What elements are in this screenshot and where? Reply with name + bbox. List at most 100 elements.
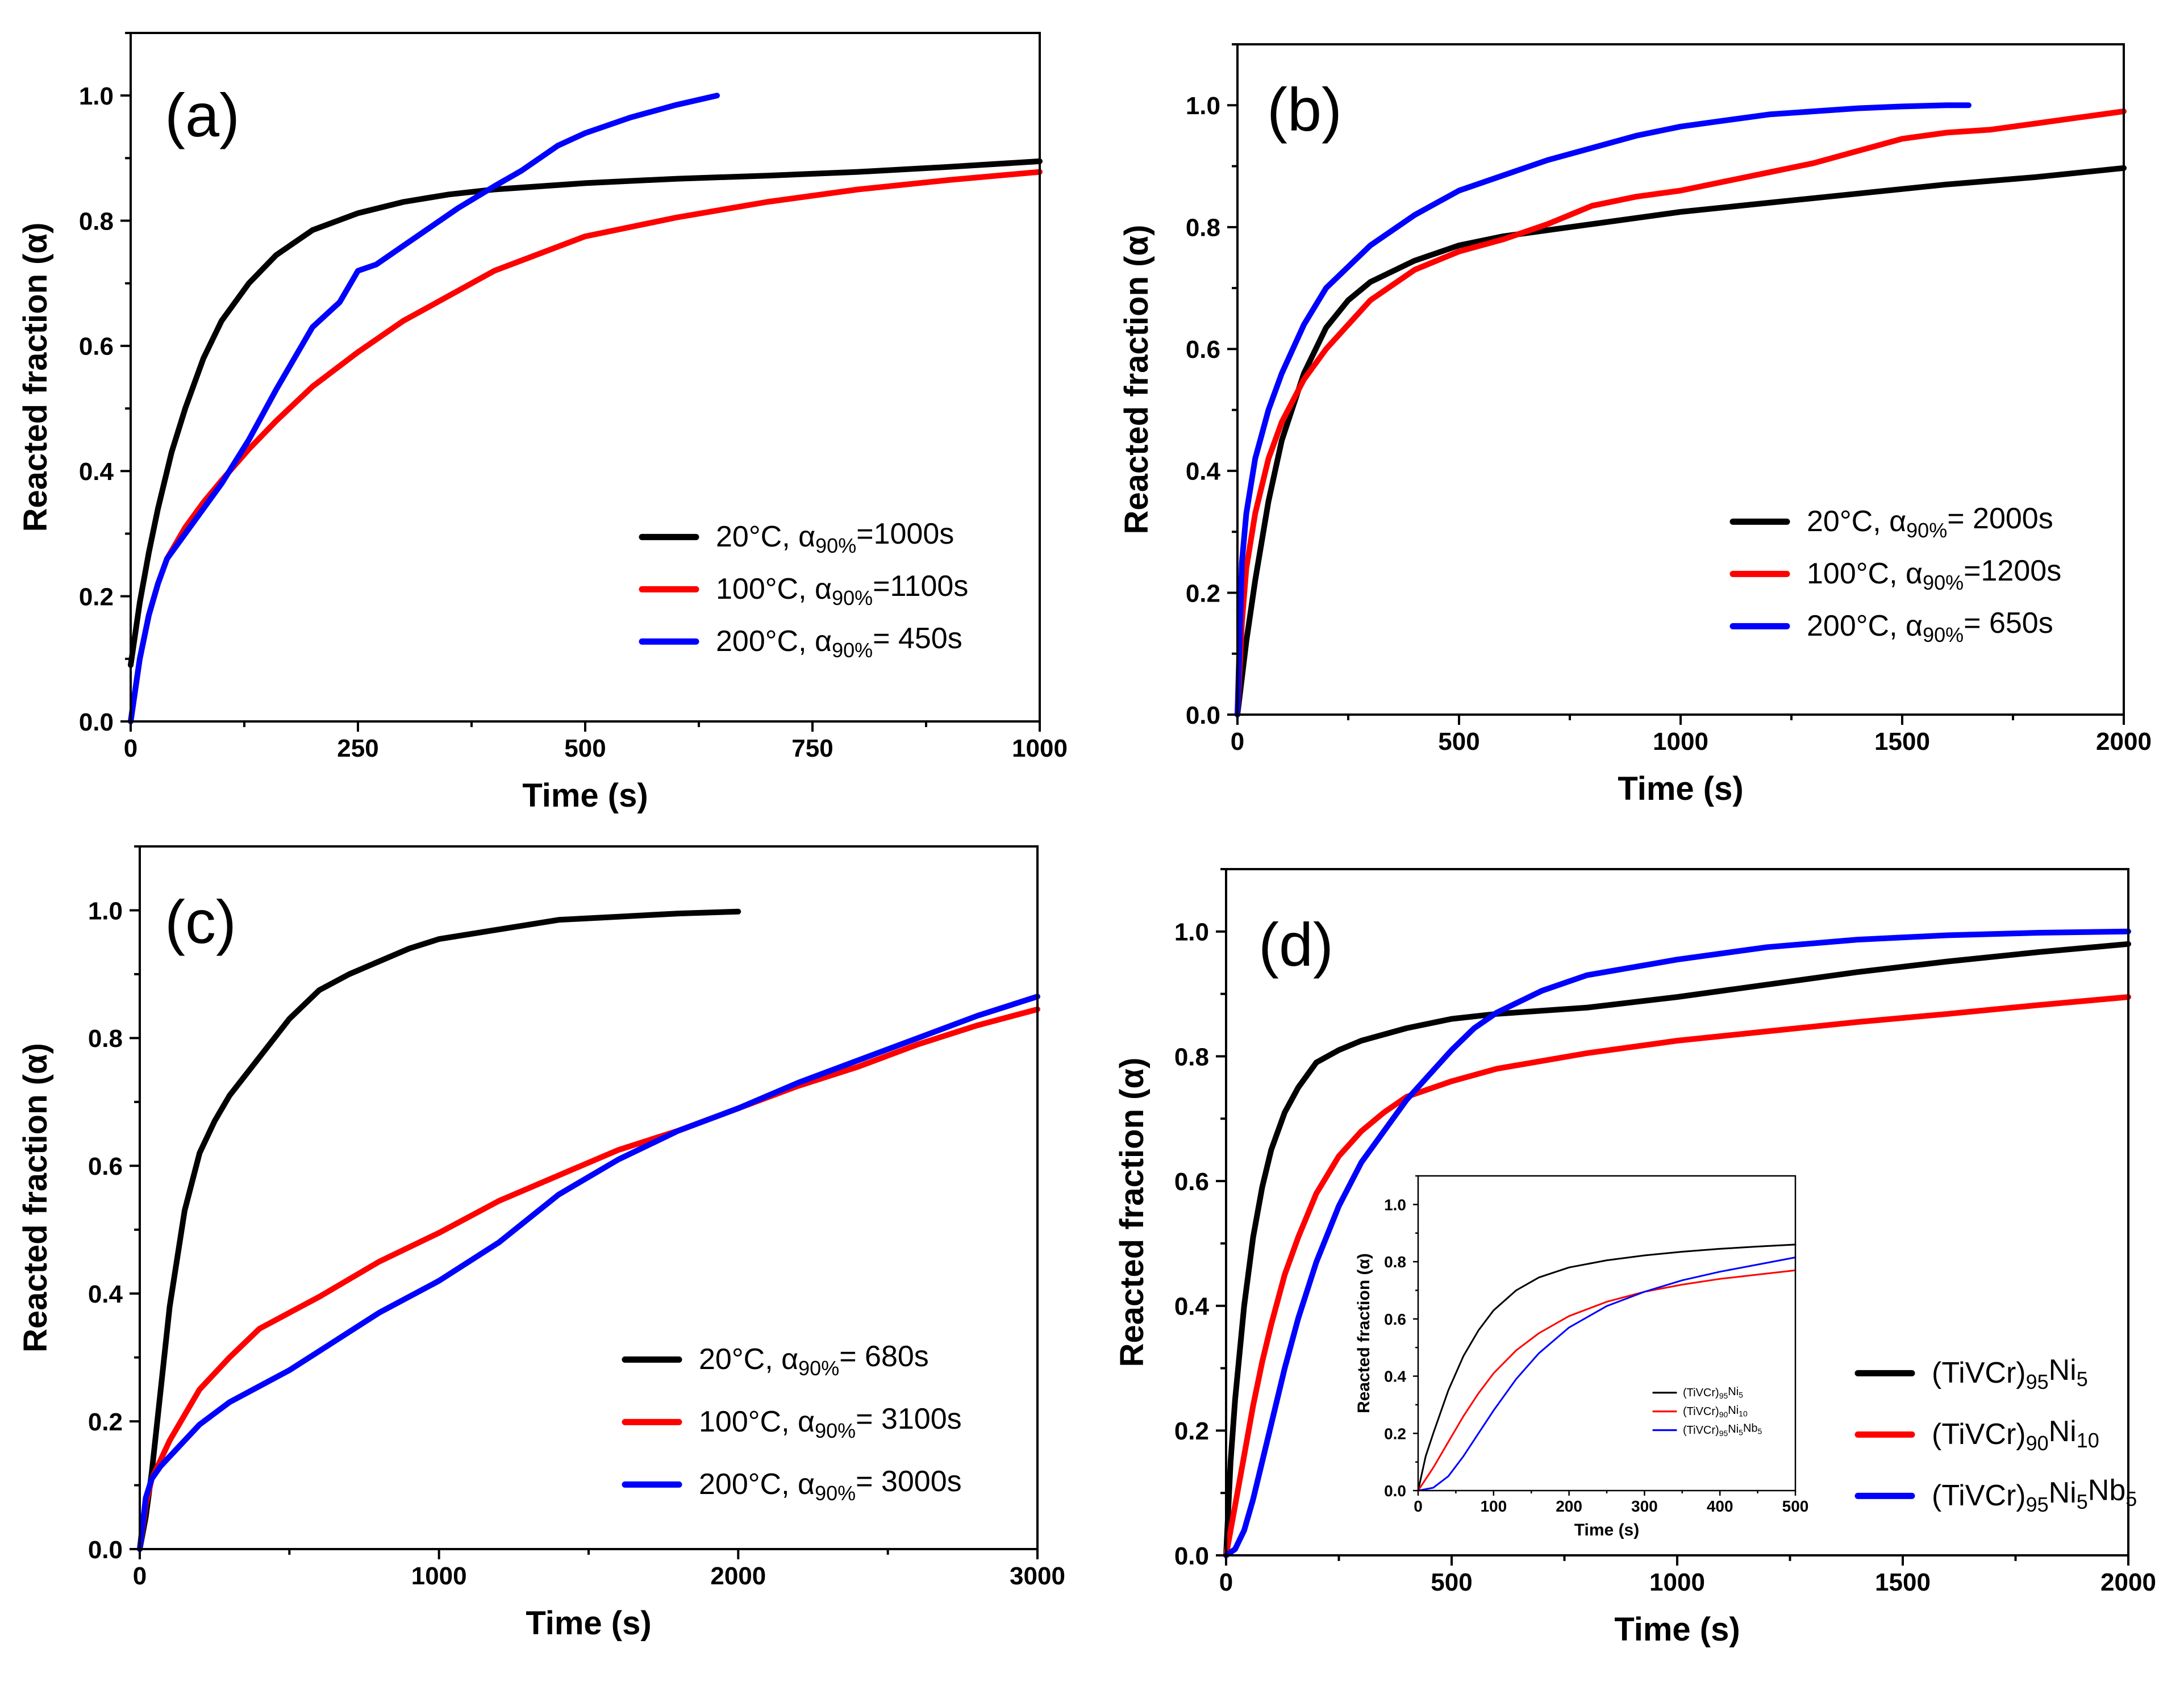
panel-c-x-tick-label: 1000 (411, 1562, 467, 1590)
panel-d-y-tick-label: 0.6 (1174, 1168, 1209, 1196)
inset-y-axis-title: Reacted fraction (α) (1354, 1253, 1373, 1413)
inset-y-tick-label: 0.8 (1384, 1253, 1406, 1271)
inset-y-tick-label: 0.0 (1384, 1482, 1406, 1500)
panel-a-x-axis-title: Time (s) (522, 777, 648, 814)
panel-a-y-tick-label: 0.8 (79, 207, 114, 235)
inset-x-tick-label: 500 (1782, 1497, 1809, 1515)
panel-c-y-tick-label: 0.2 (88, 1408, 123, 1436)
panel-b-y-tick-label: 0.2 (1186, 579, 1220, 607)
panel-b-x-axis-title: Time (s) (1618, 770, 1743, 807)
panel-b-label: (b) (1267, 75, 1342, 144)
panel-b-y-tick-label: 0.4 (1186, 458, 1221, 486)
inset-x-axis-title: Time (s) (1574, 1521, 1639, 1539)
panel-c-x-tick-label: 2000 (710, 1562, 766, 1590)
panel-d-y-tick-label: 0.2 (1174, 1417, 1209, 1445)
panel-b-y-tick-label: 1.0 (1186, 92, 1220, 120)
panel-b-series-line-3 (1235, 102, 1972, 717)
panel-d-y-axis-title: Reacted fraction (α) (1114, 1058, 1151, 1367)
panel-a-label: (a) (165, 81, 240, 149)
panel-d-y-tick-label: 1.0 (1174, 919, 1209, 946)
panel-a-y-tick-label: 0.4 (79, 458, 114, 486)
inset-y-tick-label: 0.4 (1384, 1368, 1406, 1385)
panel-b-legend-label: 100°C, α90%​=1200s (1807, 554, 2061, 594)
panel-a-legend-label: 20°C, α90%​=1000s (716, 518, 954, 557)
panel-a-y-tick-label: 1.0 (79, 82, 114, 110)
panel-d-x-tick-label: 1000 (1649, 1568, 1705, 1596)
inset-series-line-2 (1417, 1269, 1797, 1492)
inset-series-line-3 (1417, 1257, 1797, 1492)
panel-a-x-tick-label: 500 (564, 735, 606, 762)
panel-b-legend-label: 20°C, α90%​= 2000s (1807, 502, 2053, 542)
panel-c-legend-label: 20°C, α90%​= 680s (699, 1340, 929, 1380)
panel-c-y-axis-title: Reacted fraction (α) (17, 1043, 54, 1353)
panel-a-x-tick-label: 1000 (1012, 735, 1068, 762)
panel-d-legend-label: (TiVCr)95​Ni5​ (1932, 1354, 2088, 1393)
panel-c-x-tick-label: 3000 (1010, 1562, 1065, 1590)
panel-d-x-axis-title: Time (s) (1614, 1611, 1740, 1648)
panel-c-series-line-1 (137, 908, 741, 1552)
inset-x-tick-label: 200 (1556, 1497, 1582, 1515)
panel-d-series-line-2 (1223, 994, 2131, 1558)
panel-a: 0 250 500 750 1000 0.0 0.2 0.4 0.6 0.8 1.0 Time (s)… (17, 32, 1068, 814)
panel-d-x-tick-label: 500 (1431, 1568, 1472, 1596)
panel-b-x-tick-label: 500 (1438, 728, 1479, 756)
inset-y-tick-label: 0.6 (1384, 1311, 1406, 1328)
inset-legend-label: (TiVCr)95​Ni5​ (1683, 1385, 1743, 1400)
panel-b: 0 500 1000 1500 2000 0.0 0.2 0.4 0.6 0.8 1.0 Time (… (1118, 43, 2152, 807)
panel-d-legend-label: (TiVCr)90​Ni10​ (1932, 1415, 2099, 1455)
panel-a-y-axis-title: Reacted fraction (α) (17, 223, 54, 532)
panel-d-y-tick-label: 0.4 (1174, 1293, 1210, 1321)
panel-a-legend-label: 200°C, α90%​= 450s (716, 622, 962, 662)
panel-a-y-tick-label: 0.0 (79, 708, 114, 736)
panel-a-series-line-1 (128, 158, 1043, 668)
panel-b-y-axis-title: Reacted fraction (α) (1118, 225, 1155, 535)
panel-a-x-tick-label: 750 (791, 735, 833, 762)
panel-b-y-tick-label: 0.0 (1186, 702, 1220, 729)
panel-c: 0 1000 2000 3000 0.0 0.2 0.4 0.6 0.8 1.0 Time (s) R… (17, 845, 1065, 1642)
inset-x-tick-label: 100 (1480, 1497, 1507, 1515)
panel-c-y-tick-label: 0.4 (88, 1280, 123, 1308)
panel-c-legend-label: 200°C, α90%​= 3000s (699, 1465, 962, 1505)
panel-b-y-tick-label: 0.8 (1186, 214, 1220, 242)
panel-d-label: (d) (1258, 910, 1333, 979)
panel-a-x-tick-label: 250 (337, 735, 378, 762)
panel-a-y-tick-label: 0.6 (79, 333, 114, 361)
inset-legend-label: (TiVCr)95​Ni5​Nb5​ (1683, 1422, 1762, 1438)
inset-x-tick-label: 400 (1707, 1497, 1733, 1515)
panel-c-y-tick-label: 0.0 (88, 1536, 123, 1564)
panel-b-x-tick-label: 1500 (1874, 728, 1930, 756)
panel-c-plot-frame (139, 845, 1039, 1550)
panel-d-y-tick-label: 0.0 (1174, 1542, 1209, 1570)
panel-d-x-tick-label: 1500 (1875, 1568, 1931, 1596)
panel-c-x-axis-title: Time (s) (526, 1605, 651, 1642)
panel-c-y-tick-label: 1.0 (88, 897, 123, 925)
panel-a-y-tick-label: 0.2 (79, 583, 114, 611)
panel-d-series-line-3 (1223, 928, 2131, 1558)
panel-c-y-tick-label: 0.6 (88, 1153, 123, 1180)
panel-b-x-tick-label: 0 (1231, 728, 1244, 756)
panel-b-series-line-1 (1235, 165, 2127, 717)
panel-d-legend-label: (TiVCr)95​Ni5​Nb5​ (1932, 1474, 2137, 1516)
inset-x-tick-label: 300 (1631, 1497, 1658, 1515)
panel-a-series-line-3 (128, 93, 720, 724)
panel-b-series-line-2 (1235, 108, 2127, 717)
panel-a-legend-label: 100°C, α90%​=1100s (716, 570, 968, 610)
inset-series-line-1 (1417, 1243, 1797, 1492)
panel-d-series-line-1 (1223, 941, 2131, 1558)
panel-c-label: (c) (165, 887, 236, 956)
inset-y-tick-label: 1.0 (1384, 1196, 1406, 1213)
panel-c-y-tick-label: 0.8 (88, 1025, 123, 1053)
panel-d-y-tick-label: 0.8 (1174, 1043, 1209, 1071)
panel-b-legend-label: 200°C, α90%​= 650s (1807, 607, 2053, 646)
panel-c-legend-label: 100°C, α90%​= 3100s (699, 1403, 962, 1442)
panel-d-x-tick-label: 0 (1219, 1568, 1233, 1596)
inset-x-tick-label: 0 (1414, 1497, 1423, 1515)
panel-b-x-tick-label: 1000 (1653, 728, 1708, 756)
panel-c-series-line-3 (137, 994, 1040, 1552)
panel-a-x-tick-label: 0 (124, 735, 137, 762)
inset-legend-label: (TiVCr)90​Ni10​ (1683, 1404, 1748, 1419)
panel-d-x-tick-label: 2000 (2100, 1568, 2156, 1596)
panel-c-series-line-2 (137, 1006, 1040, 1552)
